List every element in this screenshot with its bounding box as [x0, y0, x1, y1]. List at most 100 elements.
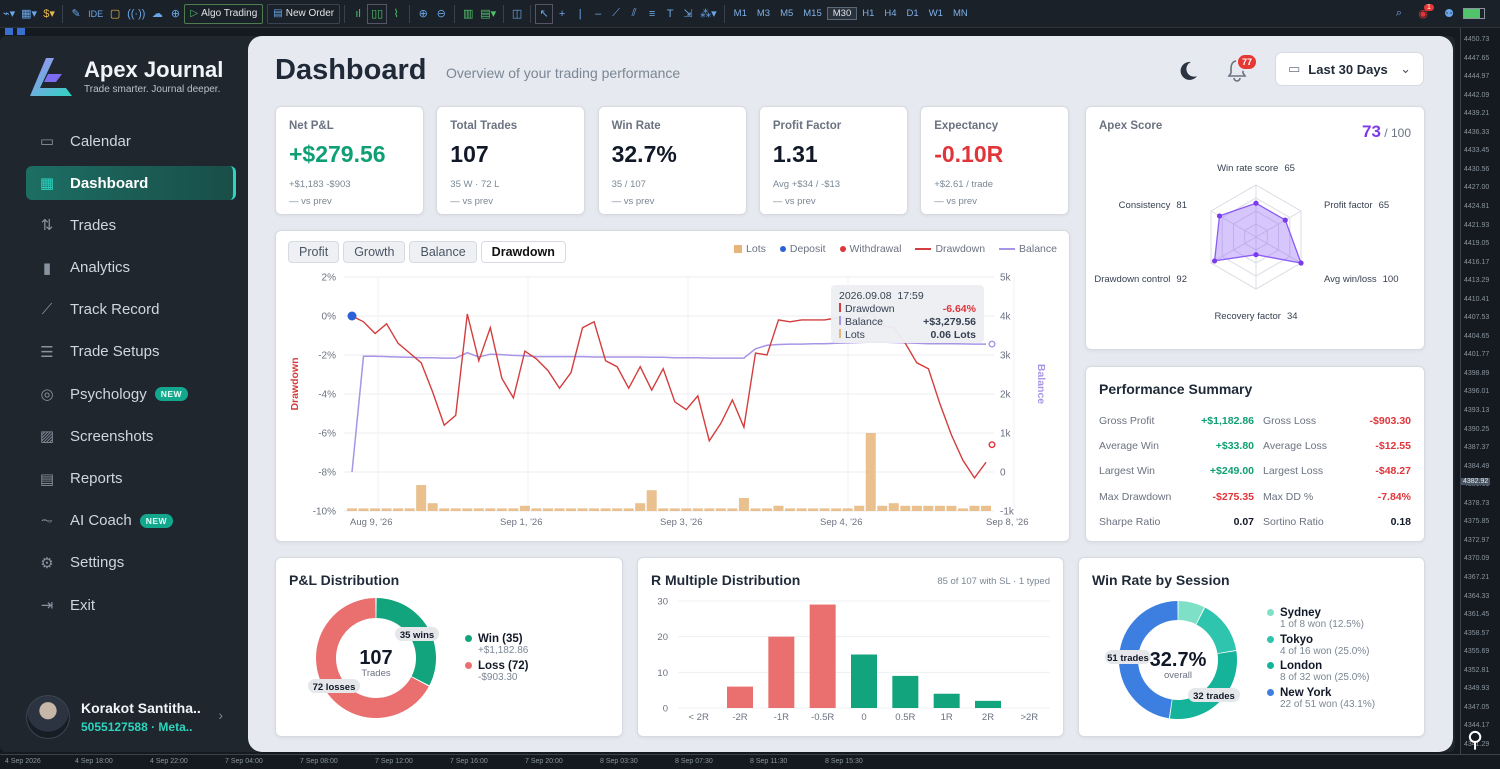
- ide-button[interactable]: IDE: [88, 8, 104, 19]
- sidebar-item-reports[interactable]: ▤ Reports: [26, 462, 236, 496]
- page-subtitle: Overview of your trading performance: [446, 65, 681, 81]
- y-tick-left: -4%: [318, 390, 336, 401]
- screenshot-icon[interactable]: ◫: [511, 8, 523, 20]
- chart-tab-icon[interactable]: [5, 28, 13, 35]
- zoom-in-icon[interactable]: ⊕: [418, 8, 428, 20]
- search-icon[interactable]: ⌕: [1395, 7, 1403, 19]
- kpi-card[interactable]: Total Trades 107 35 W · 72 L — vs prev: [436, 106, 586, 215]
- sidebar-item-analytics[interactable]: ▮ Analytics: [26, 251, 236, 285]
- arrows-icon[interactable]: ⇲: [683, 8, 693, 20]
- signal-icon[interactable]: ((·)): [127, 7, 146, 20]
- radar-point: [1211, 258, 1218, 264]
- tab-drawdown[interactable]: Drawdown: [480, 241, 566, 263]
- timeframe-mn[interactable]: MN: [952, 8, 968, 19]
- donut-center-label: Trades: [361, 668, 390, 679]
- chart-type-icon[interactable]: ⌁▾: [3, 8, 16, 20]
- timeframe-h1[interactable]: H1: [862, 8, 875, 19]
- timeframe-d1[interactable]: D1: [906, 8, 919, 19]
- brand[interactable]: Apex Journal Trade smarter. Journal deep…: [26, 54, 223, 98]
- profiles-icon[interactable]: $▾: [43, 8, 55, 20]
- tile-icon[interactable]: ▥: [463, 8, 474, 20]
- price-tick: 4361.45: [1464, 611, 1490, 619]
- new-order-button[interactable]: ▤ New Order: [267, 3, 341, 24]
- sidebar-item-trades[interactable]: ⇅ Trades: [26, 208, 236, 242]
- lots-bar: [577, 508, 588, 511]
- alert-icon[interactable]: ◉: [1418, 8, 1428, 20]
- line-icon[interactable]: ⌇: [393, 8, 399, 20]
- tab-balance[interactable]: Balance: [409, 241, 477, 263]
- candles-icon[interactable]: ▯▯: [367, 3, 388, 24]
- shapes-icon[interactable]: ⁂▾: [700, 8, 717, 20]
- timeframe-w1[interactable]: W1: [928, 8, 943, 19]
- exit-icon: ⇥: [40, 597, 54, 615]
- autoscroll-icon[interactable]: ▤▾: [480, 8, 497, 20]
- date-range-select[interactable]: ▭ Last 30 Days ⌄: [1275, 52, 1424, 86]
- moon-icon[interactable]: [1177, 60, 1199, 82]
- metric-label: Average Win: [1099, 440, 1159, 453]
- user-icon[interactable]: ⚉: [1444, 8, 1454, 20]
- hline-icon[interactable]: –: [595, 7, 602, 20]
- radar-axis-label: Consistency 81: [1119, 200, 1187, 211]
- kpi-vs-prev: — vs prev: [289, 196, 332, 207]
- lots-bar: [473, 508, 484, 511]
- vps-icon[interactable]: ⊕: [170, 8, 181, 20]
- kpi-card[interactable]: Profit Factor 1.31 Avg +$34 / -$13 — vs pre…: [758, 106, 908, 215]
- timeframe-m1[interactable]: M1: [733, 8, 747, 19]
- bars-icon[interactable]: ıl: [355, 7, 361, 20]
- fibo-icon[interactable]: ≡: [648, 7, 656, 20]
- zoom-out-icon[interactable]: ⊖: [436, 8, 446, 20]
- lots-bar: [888, 503, 899, 511]
- trendline-icon[interactable]: ⟋: [612, 7, 620, 19]
- sidebar-item-settings[interactable]: ⚙ Settings: [26, 546, 236, 580]
- user-profile[interactable]: Korakot Santitha.. 5055127588 · Meta.. ›: [26, 694, 231, 740]
- legend-item[interactable]: Lots: [734, 243, 766, 255]
- cursor-icon[interactable]: ↖: [535, 3, 554, 24]
- radar-spoke: [1255, 236, 1302, 264]
- timeframe-m30[interactable]: M30: [826, 7, 858, 20]
- sidebar-item-calendar[interactable]: ▭ Calendar: [26, 124, 236, 158]
- timeframe-m15[interactable]: M15: [803, 8, 822, 19]
- sidebar-item-ai-coach[interactable]: ⏦ AI Coach NEW: [26, 504, 236, 538]
- lots-bar: [669, 508, 680, 511]
- kpi-label: Profit Factor: [772, 120, 842, 132]
- timeframe-m3[interactable]: M3: [756, 8, 771, 19]
- tab-profit[interactable]: Profit: [288, 241, 340, 263]
- kpi-card[interactable]: Expectancy -0.10R +$2.61 / trade — vs prev: [920, 106, 1070, 215]
- lots-bar: [381, 508, 392, 511]
- crosshair-icon[interactable]: +: [558, 7, 566, 20]
- cloud-icon[interactable]: ☁: [151, 8, 163, 20]
- sidebar-item-psychology[interactable]: ◎ Psychology NEW: [26, 377, 236, 411]
- chart-template-icon[interactable]: ▦▾: [21, 8, 38, 20]
- tab-growth[interactable]: Growth: [343, 241, 406, 263]
- price-tick: 4410.41: [1464, 295, 1490, 303]
- y-tick-left: -8%: [318, 468, 336, 479]
- sidebar-item-trade-setups[interactable]: ☰ Trade Setups: [26, 335, 236, 369]
- legend-item: Win (35) +$1,182.86: [465, 633, 528, 656]
- channel-icon[interactable]: ⫽: [631, 7, 637, 19]
- lock-icon[interactable]: ▢: [109, 8, 121, 20]
- vline-icon[interactable]: |: [578, 7, 582, 20]
- timeframe-h4[interactable]: H4: [884, 8, 897, 19]
- legend-item[interactable]: Drawdown: [915, 243, 985, 255]
- chart-tab-icon[interactable]: [17, 28, 25, 35]
- magnifier-icon[interactable]: ⚲: [1466, 727, 1484, 752]
- lots-bar: [796, 508, 807, 511]
- radar-axis-value: 100: [1383, 274, 1399, 285]
- session-winrate-title: Win Rate by Session: [1092, 572, 1230, 588]
- legend-item[interactable]: Balance: [999, 243, 1057, 255]
- kpi-card[interactable]: Net P&L +$279.56 +$1,183 -$903 — vs prev: [275, 106, 424, 215]
- chart-tabs: Profit Growth Balance Drawdown: [288, 241, 566, 263]
- sidebar-item-dashboard[interactable]: ▦ Dashboard: [26, 166, 236, 201]
- timeframe-m5[interactable]: M5: [780, 8, 794, 19]
- sidebar-item-exit[interactable]: ⇥ Exit: [26, 588, 236, 622]
- callout-bg: [1188, 688, 1240, 702]
- text-icon[interactable]: T: [666, 7, 674, 20]
- legend-item[interactable]: Withdrawal: [839, 243, 901, 255]
- sidebar-item-screenshots[interactable]: ▨ Screenshots: [26, 419, 236, 453]
- algo-trading-button[interactable]: ▷ Algo Trading: [184, 3, 264, 24]
- expert-icon[interactable]: ✎: [71, 8, 81, 20]
- kpi-card[interactable]: Win Rate 32.7% 35 / 107 — vs prev: [597, 106, 747, 215]
- legend-item[interactable]: Deposit: [779, 243, 826, 255]
- sidebar-item-label: Trade Setups: [70, 343, 160, 361]
- sidebar-item-track-record[interactable]: ⟋ Track Record: [26, 293, 236, 327]
